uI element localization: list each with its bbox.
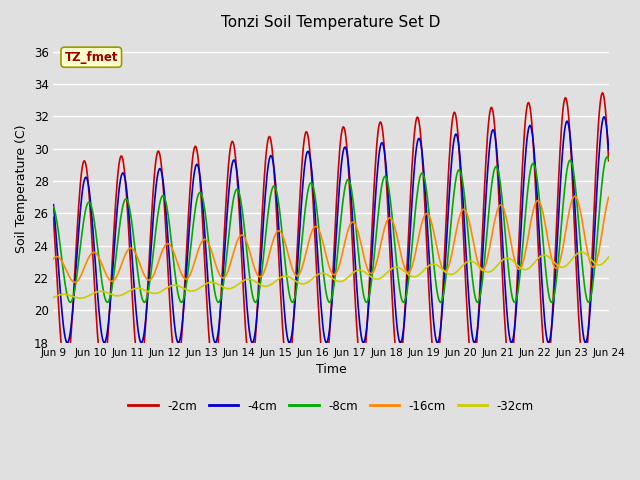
-2cm [605, 158, 612, 164]
-2cm [172, 370, 180, 375]
-8cm [323, 295, 331, 300]
-2cm [555, 179, 563, 184]
Title: Tonzi Soil Temperature Set D: Tonzi Soil Temperature Set D [221, 15, 441, 30]
-4cm [63, 340, 71, 346]
-2cm [196, 176, 204, 182]
Line: -8cm: -8cm [53, 157, 609, 302]
-2cm [323, 359, 331, 365]
-8cm [67, 300, 74, 305]
-32cm [49, 295, 57, 300]
-16cm [432, 239, 440, 245]
-2cm [598, 90, 606, 96]
-16cm [196, 243, 204, 249]
-8cm [196, 190, 204, 195]
-32cm [555, 263, 563, 269]
-16cm [172, 256, 180, 262]
Legend: -2cm, -4cm, -8cm, -16cm, -32cm: -2cm, -4cm, -8cm, -16cm, -32cm [124, 395, 538, 417]
-4cm [49, 202, 57, 207]
-2cm [432, 367, 440, 372]
-8cm [378, 187, 385, 192]
-8cm [555, 256, 563, 262]
-32cm [196, 285, 204, 291]
-32cm [378, 275, 385, 281]
Text: TZ_fmet: TZ_fmet [65, 51, 118, 64]
-8cm [172, 278, 180, 284]
-32cm [432, 262, 440, 267]
-4cm [600, 114, 608, 120]
Line: -2cm: -2cm [53, 93, 609, 375]
-4cm [432, 336, 440, 342]
-8cm [605, 156, 612, 162]
X-axis label: Time: Time [316, 363, 346, 376]
-16cm [323, 257, 331, 263]
-32cm [172, 282, 180, 288]
-16cm [555, 263, 563, 268]
-16cm [378, 240, 385, 245]
-16cm [49, 256, 57, 262]
-4cm [172, 333, 180, 339]
-8cm [49, 204, 57, 210]
-16cm [571, 193, 579, 199]
-2cm [49, 215, 57, 220]
-16cm [71, 279, 79, 285]
-8cm [604, 154, 611, 160]
-2cm [378, 120, 385, 126]
-32cm [323, 272, 331, 277]
Y-axis label: Soil Temperature (C): Soil Temperature (C) [15, 125, 28, 253]
-32cm [77, 295, 84, 301]
Line: -16cm: -16cm [53, 196, 609, 282]
-4cm [196, 173, 204, 179]
-32cm [605, 254, 612, 260]
-8cm [432, 280, 440, 286]
-4cm [605, 146, 612, 152]
-2cm [62, 372, 70, 378]
-4cm [323, 339, 331, 345]
Line: -4cm: -4cm [53, 117, 609, 343]
-32cm [578, 249, 586, 255]
-4cm [378, 141, 385, 146]
Line: -32cm: -32cm [53, 252, 609, 298]
-16cm [605, 194, 612, 200]
-4cm [555, 215, 563, 221]
